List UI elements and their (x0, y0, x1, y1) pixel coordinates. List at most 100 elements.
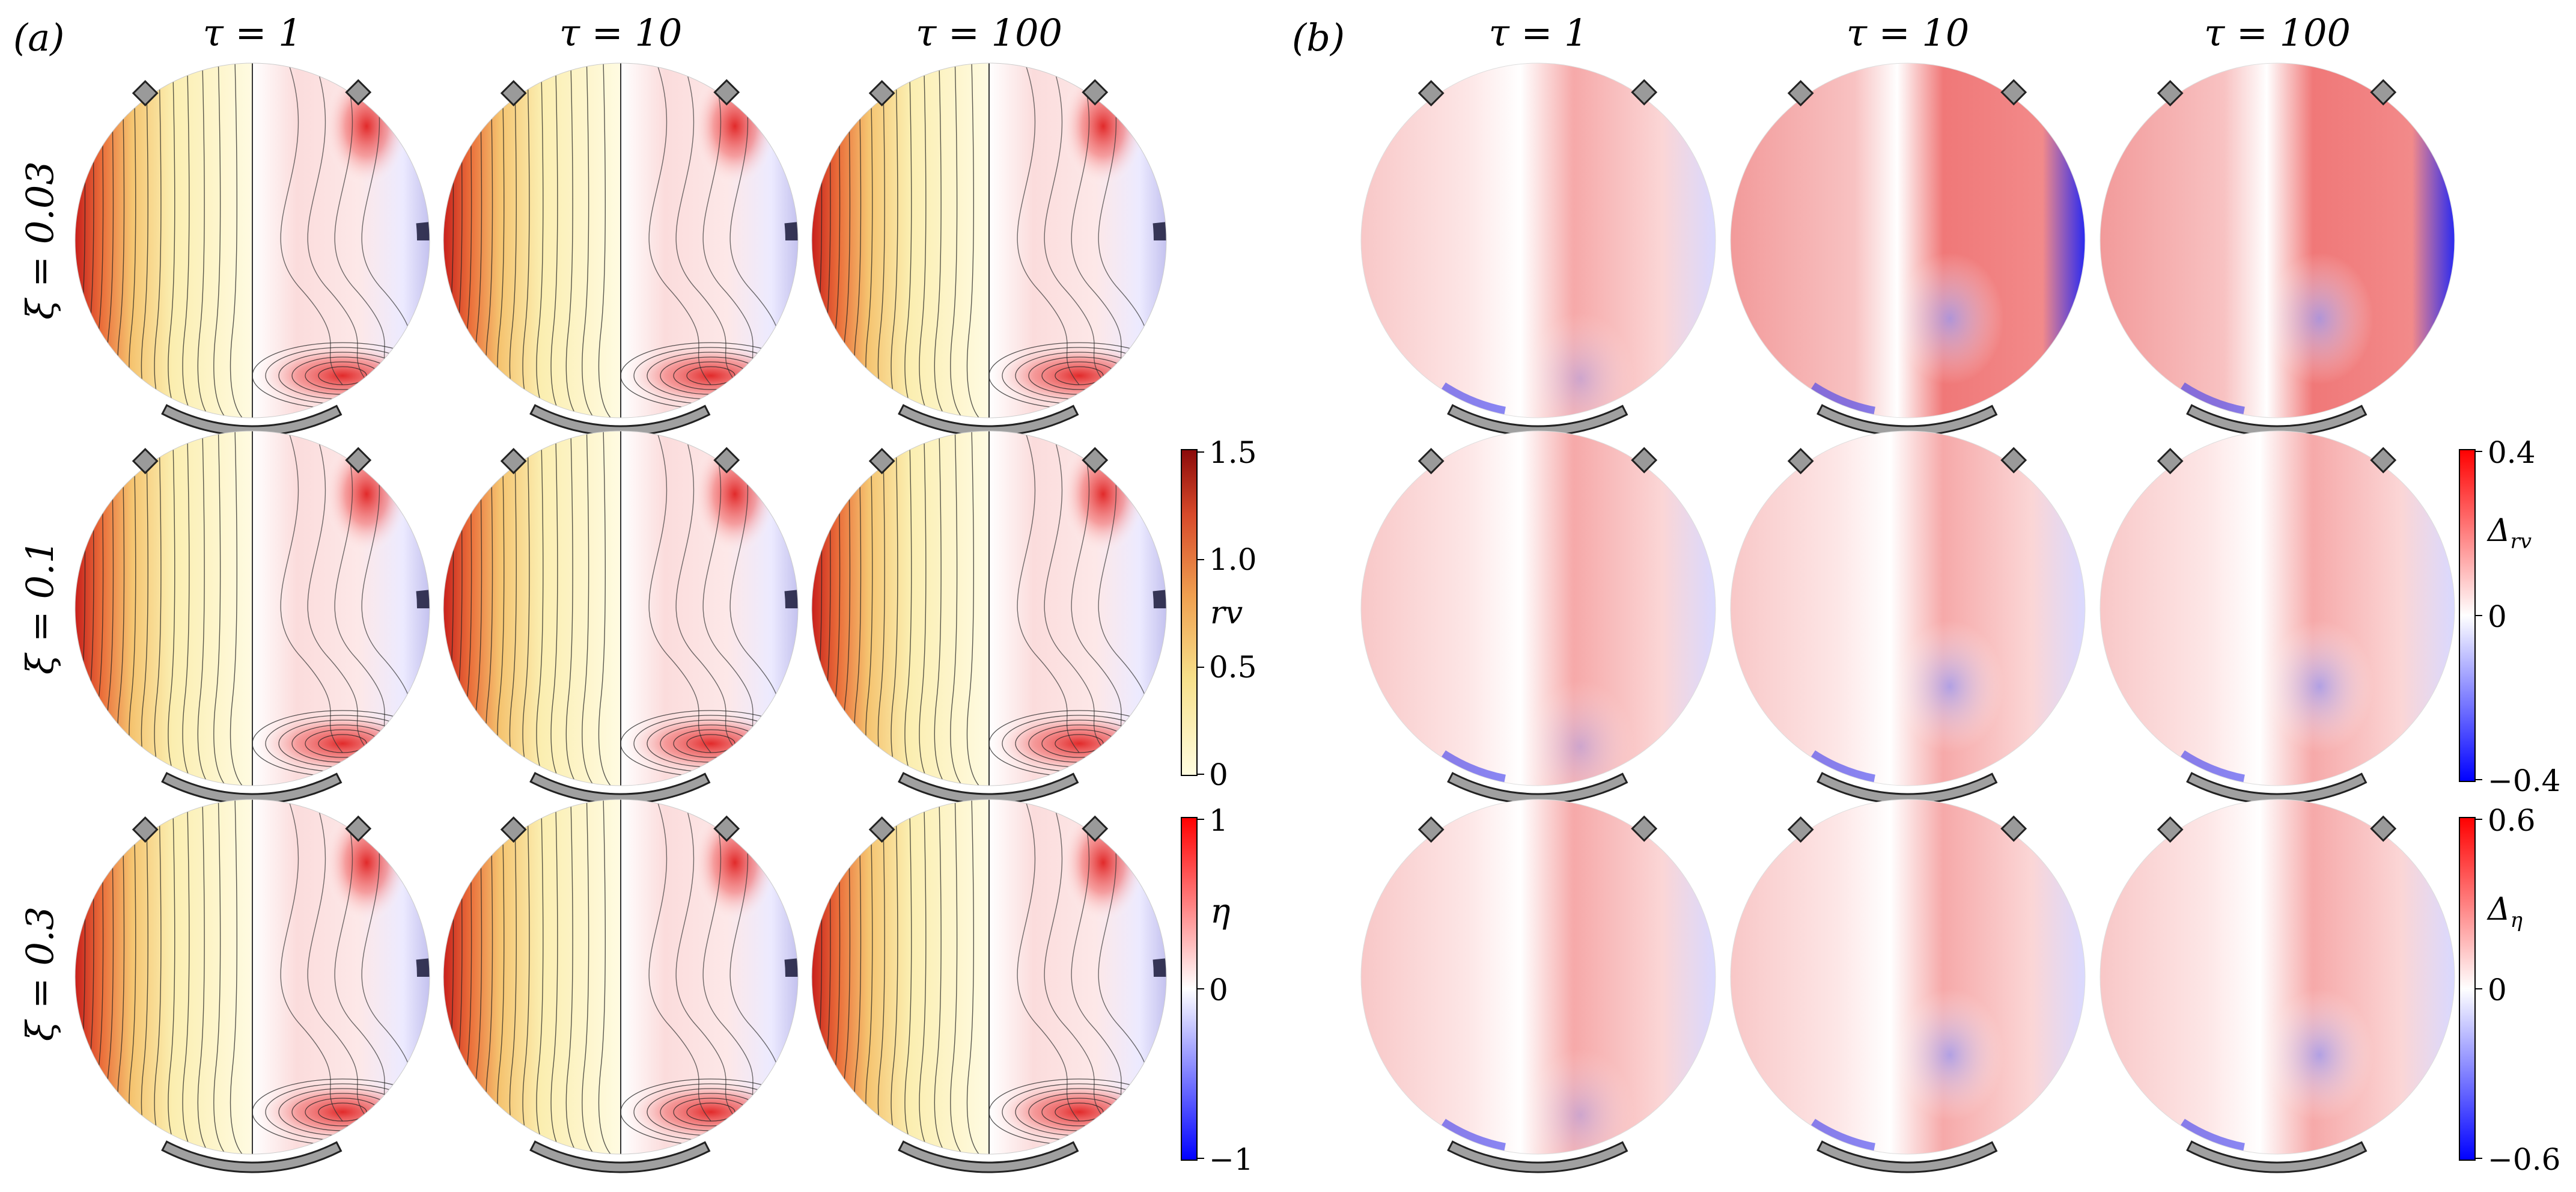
electrode-arc (161, 1140, 343, 1173)
contour-line (648, 431, 711, 753)
difference-disc (1360, 430, 1716, 805)
boundary-layer (443, 431, 798, 786)
colorbar-delta-eta-symbol-main: Δ (2486, 891, 2511, 928)
contour-line (230, 799, 243, 1154)
difference-disc (2099, 430, 2455, 805)
colorbar-delta-eta-tick: 0.6 (2488, 803, 2536, 838)
rv-field (443, 431, 621, 786)
contour-line (334, 799, 397, 1122)
contour-line (182, 431, 195, 786)
boundary-layer (812, 799, 1166, 1154)
rv-field (812, 799, 989, 1154)
rv-field (812, 63, 989, 418)
contour-line (1055, 366, 1104, 385)
contour-disc (75, 799, 430, 1173)
difference-field (1731, 431, 2085, 786)
negative-pocket (2265, 620, 2374, 753)
contour-line (675, 63, 738, 385)
contour-line (334, 431, 397, 753)
contour-line (702, 799, 766, 1122)
contour-line (1017, 431, 1080, 753)
contour-line (934, 63, 947, 418)
contour-line (582, 799, 594, 1154)
disc-outline (443, 63, 799, 418)
contour-line (1071, 431, 1134, 753)
electrode-arc (529, 404, 711, 437)
colorbar-delta-eta-symbol: Δη (2486, 891, 2523, 932)
disc-outline (811, 430, 1167, 786)
boundary-layer (443, 799, 798, 1154)
disc-outline (1360, 799, 1716, 1155)
contour-line (934, 431, 947, 786)
boundary-layer (812, 431, 1166, 786)
probe-marker (1082, 79, 1109, 106)
negative-pocket (1896, 252, 2004, 385)
electrode-arc (529, 772, 711, 805)
difference-field (2100, 63, 2455, 418)
probe-marker (2157, 448, 2184, 474)
disc-outline (1360, 430, 1716, 786)
electrode-arc (898, 1140, 1079, 1173)
contour-line (648, 63, 711, 385)
rv-field (75, 63, 252, 418)
contour-line (950, 63, 963, 418)
contour-line (686, 366, 735, 385)
contour-line (934, 799, 947, 1154)
contour-line (1044, 63, 1107, 385)
disc-outline (443, 430, 799, 786)
rv-field (75, 431, 252, 786)
difference-field (1731, 63, 2085, 418)
contour-line (1055, 1102, 1104, 1122)
probe-marker (1417, 80, 1445, 106)
row-label: ξ = 0.3 (18, 906, 62, 1041)
probe-marker (2000, 447, 2027, 474)
contour-line (598, 431, 611, 786)
disc-outline (443, 799, 799, 1155)
contour-line (307, 799, 370, 1122)
difference-field (2100, 799, 2455, 1154)
contour-line (648, 799, 711, 1122)
probe-marker (1631, 815, 1658, 842)
electrode-arc (1816, 404, 1998, 437)
contour-disc (811, 63, 1167, 437)
probe-marker (1631, 447, 1658, 474)
contour-line (598, 799, 611, 1154)
contour-disc (811, 430, 1167, 805)
difference-disc (1730, 799, 2086, 1173)
colorbar-delta-rv-symbol: Δrv (2486, 513, 2532, 554)
electrode-arc (1816, 772, 1998, 805)
panel-b-discs (1360, 63, 2455, 1173)
contour-line (919, 431, 932, 786)
contour-line (318, 366, 367, 385)
colorbar-eta-symbol: η (1210, 892, 1231, 931)
contour-line (168, 431, 181, 786)
probe-marker (132, 80, 159, 106)
boundary-layer (75, 63, 430, 418)
contour-line (702, 431, 766, 753)
disc-outline (811, 799, 1167, 1155)
disc-outline (2099, 799, 2455, 1155)
panel-a-discs (75, 63, 1167, 1173)
electrode-arc (898, 404, 1079, 437)
contour-line (966, 799, 979, 1154)
panel-b-col-header: τ = 1 (1488, 11, 1588, 55)
contour-line (675, 799, 738, 1122)
difference-disc (1730, 63, 2086, 437)
electrode-arc (1447, 404, 1628, 437)
contour-line (550, 63, 564, 418)
electrode-arc (161, 404, 343, 437)
eta-hotspot (1061, 802, 1145, 923)
contour-line (182, 799, 195, 1154)
contour-line (1071, 799, 1134, 1122)
difference-disc (2099, 799, 2455, 1173)
difference-field (1731, 799, 2085, 1154)
contour-line (307, 431, 370, 753)
probe-marker (132, 816, 159, 843)
contour-line (1017, 799, 1080, 1122)
colorbar-eta: 1 η 0 −1 (1181, 803, 1253, 1177)
electrode-arc (1816, 1140, 1998, 1173)
contour-line (1071, 63, 1134, 385)
electrode-arc (2186, 404, 2367, 437)
disc-outline (1360, 63, 1716, 418)
